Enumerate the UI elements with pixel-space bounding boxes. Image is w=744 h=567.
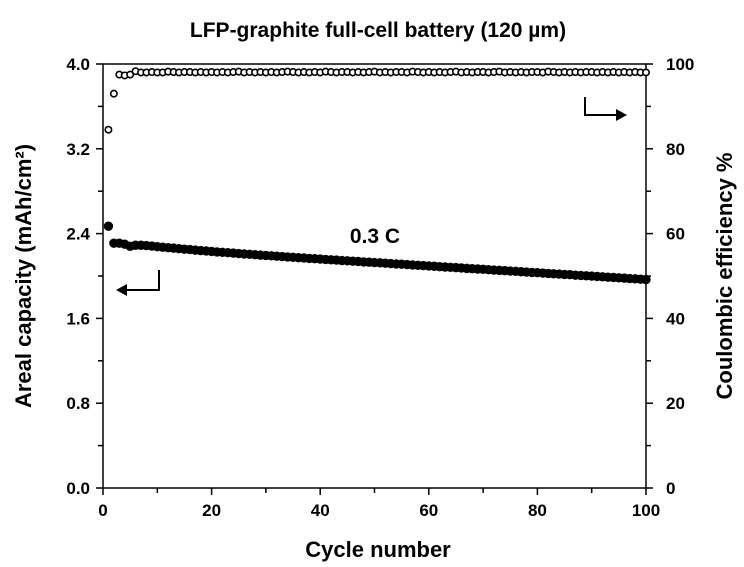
right-axis-arrow-icon (584, 97, 627, 121)
y-right-tick-label: 100 (666, 55, 694, 74)
efficiency-point (104, 125, 113, 134)
y-left-tick-label: 4.0 (66, 55, 90, 74)
efficiency-point (126, 70, 135, 79)
x-axis-label: Cycle number (305, 537, 451, 562)
y-right-tick-label: 20 (666, 394, 685, 413)
ticks (96, 63, 653, 495)
y-right-tick-label: 40 (666, 309, 685, 328)
y-right-tick-label: 60 (666, 225, 685, 244)
x-tick-label: 80 (528, 501, 547, 520)
series-coulombic-efficiency (104, 67, 650, 134)
tick-labels: 0 20 40 60 80 100 0.0 0.8 1.6 2.4 3.2 4.0 0 20 40 60 80 1… (66, 55, 694, 520)
chart-title: LFP-graphite full-cell battery (120 µm) (190, 19, 566, 42)
y-left-tick-label: 3.2 (66, 140, 90, 159)
series-areal-capacity (103, 221, 651, 285)
y-right-tick-label: 0 (666, 479, 675, 498)
x-tick-label: 100 (632, 501, 660, 520)
capacity-point (641, 274, 651, 285)
y-axis-left-label: Areal capacity (mAh/cm²) (11, 144, 36, 408)
y-left-tick-label: 1.6 (66, 309, 90, 328)
efficiency-point (641, 68, 650, 77)
y-left-tick-label: 2.4 (66, 225, 90, 244)
y-right-tick-label: 80 (666, 140, 685, 159)
left-axis-arrow-icon (116, 270, 160, 296)
x-tick-label: 0 (98, 501, 107, 520)
y-left-tick-label: 0.8 (66, 394, 90, 413)
x-tick-label: 40 (311, 501, 330, 520)
capacity-point (103, 221, 114, 231)
efficiency-point (109, 89, 118, 98)
rate-annotation: 0.3 C (350, 225, 400, 248)
x-tick-label: 60 (419, 501, 438, 520)
x-tick-label: 20 (202, 501, 221, 520)
y-axis-right-label: Coulombic efficiency % (712, 153, 737, 400)
y-left-tick-label: 0.0 (66, 479, 90, 498)
